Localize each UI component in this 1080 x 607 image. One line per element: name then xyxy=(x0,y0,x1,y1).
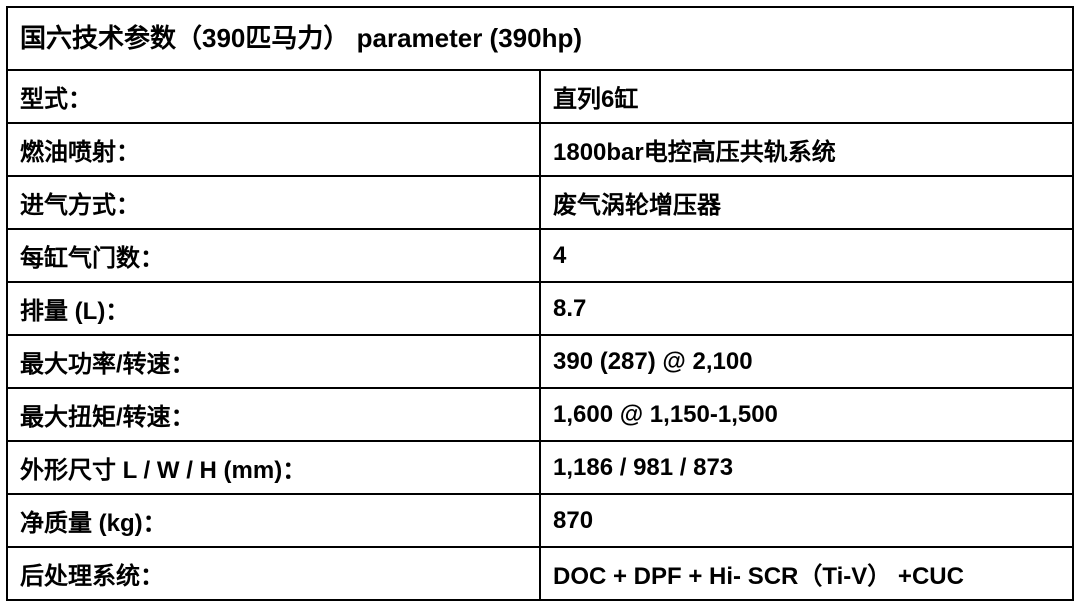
table-row: 燃油喷射：1800bar电控高压共轨系统 xyxy=(7,123,1073,176)
table-row: 进气方式：废气涡轮增压器 xyxy=(7,176,1073,229)
table-row: 最大功率/转速：390 (287) @ 2,100 xyxy=(7,335,1073,388)
table-body: 型式：直列6缸燃油喷射：1800bar电控高压共轨系统进气方式：废气涡轮增压器每… xyxy=(7,70,1073,600)
spec-value: 1,186 / 981 / 873 xyxy=(540,441,1073,494)
spec-label: 净质量 (kg)： xyxy=(7,494,540,547)
spec-value: 1,600 @ 1,150-1,500 xyxy=(540,388,1073,441)
spec-label: 燃油喷射： xyxy=(7,123,540,176)
table-row: 最大扭矩/转速：1,600 @ 1,150-1,500 xyxy=(7,388,1073,441)
spec-label: 外形尺寸 L / W / H (mm)： xyxy=(7,441,540,494)
spec-label: 型式： xyxy=(7,70,540,123)
spec-value: 390 (287) @ 2,100 xyxy=(540,335,1073,388)
spec-label: 最大功率/转速： xyxy=(7,335,540,388)
spec-value: 4 xyxy=(540,229,1073,282)
table-row: 排量 (L)：8.7 xyxy=(7,282,1073,335)
spec-label: 最大扭矩/转速： xyxy=(7,388,540,441)
spec-value: DOC + DPF + Hi- SCR（Ti-V） +CUC xyxy=(540,547,1073,600)
spec-value: 1800bar电控高压共轨系统 xyxy=(540,123,1073,176)
spec-value: 8.7 xyxy=(540,282,1073,335)
table-row: 每缸气门数：4 xyxy=(7,229,1073,282)
table-row: 外形尺寸 L / W / H (mm)：1,186 / 981 / 873 xyxy=(7,441,1073,494)
spec-label: 后处理系统： xyxy=(7,547,540,600)
table-row: 型式：直列6缸 xyxy=(7,70,1073,123)
table-row: 净质量 (kg)：870 xyxy=(7,494,1073,547)
table-row: 后处理系统：DOC + DPF + Hi- SCR（Ti-V） +CUC xyxy=(7,547,1073,600)
spec-value: 直列6缸 xyxy=(540,70,1073,123)
spec-table: 国六技术参数（390匹马力） parameter (390hp) 型式：直列6缸… xyxy=(6,6,1074,601)
spec-label: 排量 (L)： xyxy=(7,282,540,335)
spec-value: 870 xyxy=(540,494,1073,547)
table-header: 国六技术参数（390匹马力） parameter (390hp) xyxy=(7,7,1073,70)
spec-label: 每缸气门数： xyxy=(7,229,540,282)
spec-label: 进气方式： xyxy=(7,176,540,229)
spec-value: 废气涡轮增压器 xyxy=(540,176,1073,229)
